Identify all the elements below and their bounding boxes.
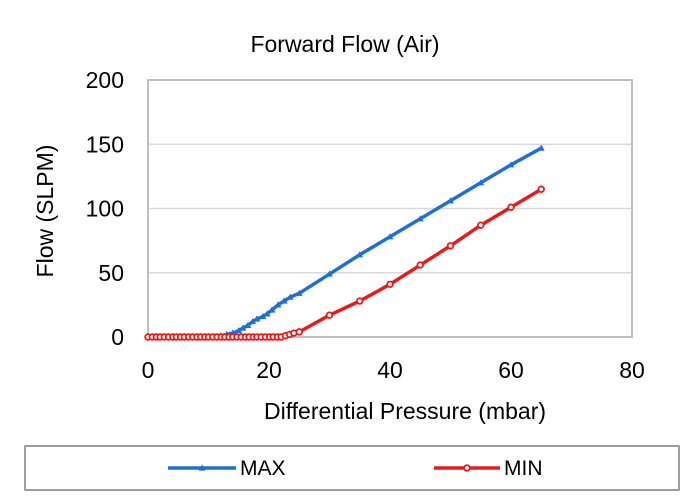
x-tick-label: 80: [619, 357, 645, 383]
data-point: [356, 251, 364, 258]
x-axis-label: Differential Pressure (mbar): [264, 398, 546, 424]
data-point: [259, 312, 267, 320]
gridlines: [148, 143, 632, 274]
y-tick-label: 200: [86, 67, 124, 93]
data-point: [286, 293, 294, 300]
y-axis-label: Flow (SLPM): [32, 145, 58, 278]
data-point: [295, 328, 303, 336]
data-point: [477, 179, 485, 186]
y-axis-ticks: 0 50 100 150 200: [86, 67, 124, 350]
data-point: [507, 203, 515, 211]
data-point: [295, 289, 303, 296]
data-point: [386, 280, 394, 289]
x-tick-label: 40: [377, 357, 403, 383]
legend-items: MAX MIN: [168, 457, 543, 480]
data-point: [326, 270, 333, 277]
data-point: [416, 215, 424, 222]
x-axis-ticks: 0 20 40 60 80: [142, 357, 645, 383]
data-point: [274, 301, 282, 308]
data-point: [507, 161, 515, 168]
plot-area-border: [147, 79, 633, 338]
data-point: [249, 317, 257, 325]
x-tick-label: 20: [256, 357, 282, 383]
chart-title: Forward Flow (Air): [250, 31, 439, 57]
series-max: [144, 144, 545, 340]
y-tick-label: 100: [86, 196, 124, 222]
data-point: [356, 297, 364, 305]
legend-marker: [463, 464, 471, 472]
series-min: [144, 185, 545, 341]
legend-item-max: MAX: [168, 457, 286, 480]
data-point: [239, 324, 247, 331]
legend: [24, 445, 680, 491]
data-point: [253, 315, 261, 322]
data-point: [280, 297, 288, 304]
data-point: [263, 310, 271, 317]
y-tick-label: 50: [98, 260, 124, 286]
legend-marker: [198, 464, 206, 471]
legend-label: MIN: [504, 457, 543, 480]
legend-item-min: MIN: [434, 457, 543, 480]
data-point: [446, 242, 455, 250]
y-tick-label: 150: [86, 131, 124, 157]
legend-label: MAX: [240, 457, 286, 480]
data-point: [537, 144, 545, 151]
data-point: [537, 185, 545, 193]
y-tick-label: 0: [111, 324, 124, 350]
data-point: [386, 233, 394, 240]
data-point: [244, 321, 252, 329]
data-point: [416, 261, 424, 269]
x-tick-label: 0: [142, 357, 155, 383]
data-point: [268, 306, 276, 313]
data-point: [235, 326, 243, 334]
x-tick-label: 60: [498, 357, 524, 383]
data-point: [477, 221, 485, 229]
series-layer: [144, 144, 545, 341]
data-point: [325, 311, 334, 319]
data-point: [447, 197, 454, 204]
